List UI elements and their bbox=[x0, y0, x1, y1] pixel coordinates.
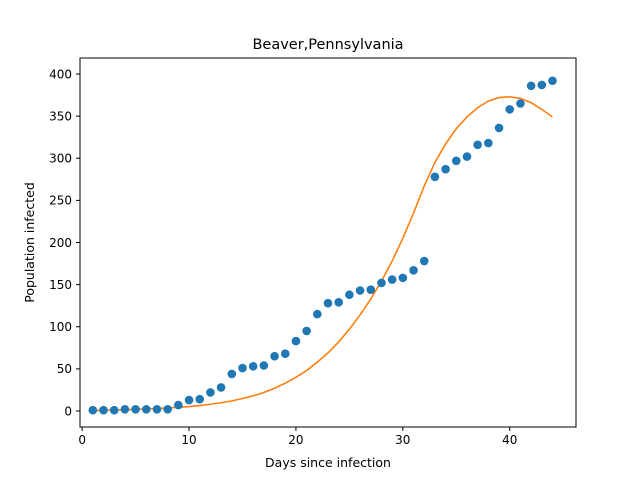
data-point bbox=[174, 400, 183, 410]
data-point bbox=[473, 140, 482, 150]
y-tick-label: 250 bbox=[49, 194, 72, 208]
data-point bbox=[227, 369, 237, 379]
data-point bbox=[419, 256, 429, 266]
chart-title: Beaver,Pennsylvania bbox=[252, 37, 403, 53]
y-tick-label: 300 bbox=[49, 152, 72, 166]
data-point bbox=[195, 394, 205, 404]
data-point bbox=[334, 298, 343, 307]
data-point bbox=[313, 309, 322, 319]
data-point bbox=[302, 326, 311, 336]
data-point bbox=[270, 351, 279, 361]
data-point bbox=[184, 395, 194, 405]
data-point bbox=[377, 278, 386, 288]
y-tick-label: 350 bbox=[49, 109, 72, 123]
data-point bbox=[494, 123, 504, 133]
data-point bbox=[141, 405, 151, 414]
data-point bbox=[366, 285, 376, 294]
data-point bbox=[537, 80, 547, 90]
x-tick-label: 10 bbox=[181, 433, 196, 447]
data-point bbox=[259, 361, 269, 370]
y-axis: 0 50 100 150 200 250 300 350 400 bbox=[49, 67, 80, 418]
x-axis-label: Days since infection bbox=[265, 455, 391, 470]
data-point bbox=[516, 99, 525, 108]
data-point bbox=[398, 273, 408, 283]
data-point bbox=[451, 156, 461, 166]
data-point bbox=[238, 363, 247, 373]
x-tick-label: 20 bbox=[288, 433, 303, 447]
data-point bbox=[88, 405, 98, 415]
data-point bbox=[248, 362, 258, 371]
data-point bbox=[120, 405, 130, 414]
data-point bbox=[131, 405, 140, 414]
data-point bbox=[484, 138, 493, 148]
data-point bbox=[323, 298, 333, 308]
data-point bbox=[548, 76, 557, 86]
x-tick-label: 30 bbox=[395, 433, 410, 447]
y-tick-label: 400 bbox=[49, 67, 72, 81]
data-point bbox=[152, 405, 162, 414]
data-point bbox=[163, 405, 172, 414]
y-tick-label: 0 bbox=[64, 404, 72, 418]
y-tick-label: 50 bbox=[57, 362, 72, 376]
plot-area bbox=[88, 76, 557, 415]
y-axis-label: Population infected bbox=[22, 182, 37, 303]
data-point bbox=[409, 266, 418, 275]
y-tick-label: 100 bbox=[49, 320, 72, 334]
data-point bbox=[387, 275, 397, 284]
data-point bbox=[99, 405, 108, 415]
data-point bbox=[505, 105, 515, 114]
data-point bbox=[462, 152, 472, 161]
data-point bbox=[355, 286, 365, 295]
data-point bbox=[345, 290, 354, 300]
x-tick-label: 0 bbox=[78, 433, 86, 447]
x-axis: 0 10 20 30 40 bbox=[78, 427, 517, 447]
y-tick-label: 150 bbox=[49, 278, 72, 292]
data-point bbox=[430, 172, 440, 182]
data-point bbox=[109, 405, 119, 415]
y-tick-label: 200 bbox=[49, 236, 72, 250]
data-point bbox=[526, 81, 536, 91]
data-point bbox=[441, 164, 450, 174]
data-point bbox=[280, 349, 290, 359]
data-point bbox=[291, 336, 301, 346]
x-tick-label: 40 bbox=[502, 433, 517, 447]
data-point bbox=[216, 383, 226, 392]
data-point bbox=[206, 388, 215, 397]
